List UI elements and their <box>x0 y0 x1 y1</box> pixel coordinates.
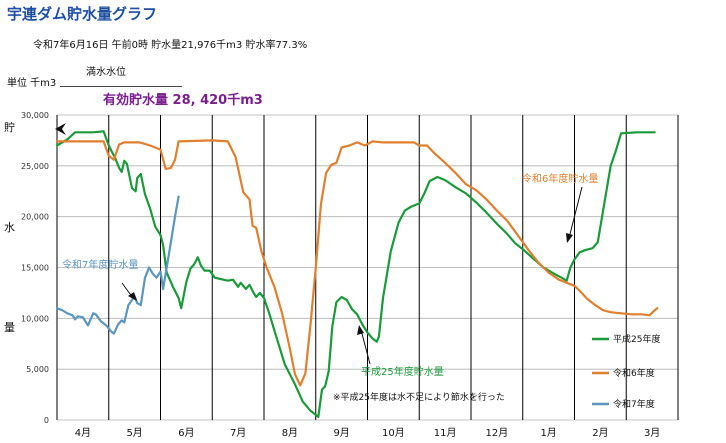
y-tick-label: 0 <box>44 416 49 425</box>
month-label: 10月 <box>382 427 405 439</box>
month-label: 11月 <box>434 427 457 439</box>
month-label: 8月 <box>282 427 298 439</box>
y-tick-label: 10,000 <box>21 314 49 323</box>
series-line <box>55 195 180 335</box>
y-axis-label-char: 貯 <box>4 121 15 134</box>
legend-label: 令和7年度 <box>613 398 655 410</box>
y-tick-label: 25,000 <box>21 162 49 171</box>
legend-label: 平成25年度 <box>613 333 660 345</box>
y-axis-label-char: 水 <box>4 221 15 234</box>
y-tick-label: 15,000 <box>21 264 49 273</box>
series-line <box>55 130 656 418</box>
month-label: 2月 <box>592 427 608 439</box>
month-label: 12月 <box>486 427 509 439</box>
unit-label: 単位 千m3 <box>7 78 57 89</box>
annotation-r6-pointer <box>568 186 583 239</box>
month-label: 5月 <box>126 427 142 439</box>
annotation-h25-pointer <box>360 329 371 365</box>
y-tick-label: 30,000 <box>21 111 49 120</box>
y-tick-label: 20,000 <box>21 213 49 222</box>
status-subtitle: 令和7年6月16日 午前0時 貯水量21,976千m3 貯水率77.3% <box>33 40 308 51</box>
month-label: 7月 <box>230 427 246 439</box>
page-title: 宇連ダム貯水量グラフ <box>7 5 158 23</box>
arrow-head-icon <box>128 292 137 301</box>
y-axis-label-char: 量 <box>4 321 15 334</box>
month-label: 6月 <box>178 427 194 439</box>
annotation-r6: 令和6年度貯水量 <box>522 172 598 185</box>
annotation-r7: 令和7年度貯水量 <box>62 258 138 271</box>
annotation-h25: 平成25年度貯水量 <box>361 365 444 378</box>
full-level-label: 満水水位 <box>86 67 126 78</box>
arrow-head-icon <box>566 233 573 243</box>
month-label: 3月 <box>644 427 660 439</box>
y-tick-label: 5,000 <box>26 365 49 374</box>
series-line <box>55 139 659 387</box>
legend-label: 令和6年度 <box>613 367 655 379</box>
month-label: 4月 <box>75 427 91 439</box>
month-label: 1月 <box>540 427 556 439</box>
full-level-arrow-icon <box>55 123 66 135</box>
unit-underline <box>60 86 182 87</box>
effective-capacity-label: 有効貯水量 28, 420千m3 <box>103 93 263 108</box>
arrow-head-icon <box>357 325 364 335</box>
footnote: ※平成25年度は水不足により節水を行った <box>333 391 505 403</box>
month-label: 9月 <box>333 427 349 439</box>
